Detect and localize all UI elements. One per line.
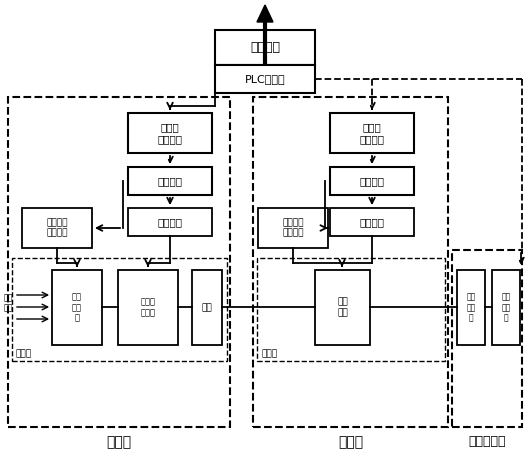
Bar bbox=[330, 167, 414, 195]
Text: 驱动电路: 驱动电路 bbox=[157, 217, 182, 227]
Text: 感应加热器: 感应加热器 bbox=[468, 435, 506, 448]
Text: 感应
加热
头: 感应 加热 头 bbox=[501, 292, 510, 323]
Bar bbox=[215, 30, 315, 65]
Text: 人机界面: 人机界面 bbox=[250, 41, 280, 54]
Bar bbox=[192, 270, 222, 345]
Bar bbox=[330, 113, 414, 153]
Bar bbox=[8, 97, 230, 427]
Bar bbox=[457, 270, 485, 345]
Text: 主控电路: 主控电路 bbox=[157, 176, 182, 186]
Text: 主电路: 主电路 bbox=[261, 349, 277, 358]
Text: 显示及
控制面板: 显示及 控制面板 bbox=[359, 122, 384, 144]
Bar bbox=[215, 65, 315, 93]
Text: 可控硅
整流器: 可控硅 整流器 bbox=[140, 298, 155, 317]
Bar bbox=[128, 208, 212, 236]
Bar bbox=[128, 113, 212, 153]
Text: 滤波: 滤波 bbox=[201, 303, 213, 312]
Text: 主电路: 主电路 bbox=[16, 349, 32, 358]
Bar bbox=[52, 270, 102, 345]
Text: 传感器及
采样电路: 传感器及 采样电路 bbox=[282, 218, 304, 238]
Polygon shape bbox=[257, 5, 273, 22]
Text: 变频器: 变频器 bbox=[338, 435, 363, 449]
Bar bbox=[492, 270, 520, 345]
Text: 耦合
变压
器: 耦合 变压 器 bbox=[466, 292, 475, 323]
Text: 高压
电源: 高压 电源 bbox=[4, 293, 13, 312]
Text: 调压器: 调压器 bbox=[107, 435, 131, 449]
Bar bbox=[118, 270, 178, 345]
Bar bbox=[258, 208, 328, 248]
Text: 显示及
控制面板: 显示及 控制面板 bbox=[157, 122, 182, 144]
Text: 驱动电路: 驱动电路 bbox=[359, 217, 384, 227]
Bar bbox=[22, 208, 92, 248]
Text: PLC控制器: PLC控制器 bbox=[245, 74, 285, 84]
Text: 主控电路: 主控电路 bbox=[359, 176, 384, 186]
Text: 传感器及
采样电路: 传感器及 采样电路 bbox=[46, 218, 68, 238]
Bar bbox=[452, 250, 522, 427]
Bar bbox=[330, 208, 414, 236]
Text: 三相
调压
器: 三相 调压 器 bbox=[72, 292, 82, 323]
Bar bbox=[257, 258, 445, 361]
Text: 全桥
逆变: 全桥 逆变 bbox=[337, 298, 348, 317]
Bar bbox=[12, 258, 227, 361]
Bar bbox=[128, 167, 212, 195]
Bar bbox=[253, 97, 448, 427]
Bar bbox=[315, 270, 370, 345]
